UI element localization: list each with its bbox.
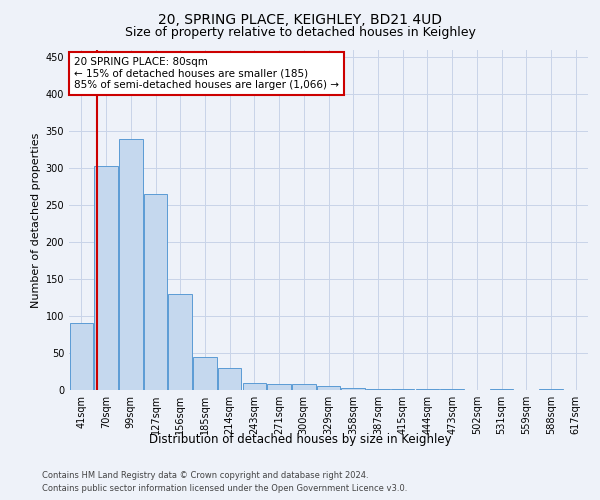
Bar	[218, 368, 241, 390]
Text: 20, SPRING PLACE, KEIGHLEY, BD21 4UD: 20, SPRING PLACE, KEIGHLEY, BD21 4UD	[158, 12, 442, 26]
Text: 20 SPRING PLACE: 80sqm
← 15% of detached houses are smaller (185)
85% of semi-de: 20 SPRING PLACE: 80sqm ← 15% of detached…	[74, 57, 339, 90]
Text: Size of property relative to detached houses in Keighley: Size of property relative to detached ho…	[125, 26, 475, 39]
Bar	[292, 384, 316, 390]
Bar	[193, 356, 217, 390]
Text: Contains public sector information licensed under the Open Government Licence v3: Contains public sector information licen…	[42, 484, 407, 493]
Bar	[169, 294, 192, 390]
Bar	[242, 382, 266, 390]
Text: Distribution of detached houses by size in Keighley: Distribution of detached houses by size …	[149, 432, 451, 446]
Bar	[341, 388, 365, 390]
Bar	[119, 138, 143, 390]
Bar	[317, 386, 340, 390]
Bar	[366, 388, 389, 390]
Text: Contains HM Land Registry data © Crown copyright and database right 2024.: Contains HM Land Registry data © Crown c…	[42, 471, 368, 480]
Bar	[70, 324, 93, 390]
Bar	[268, 384, 291, 390]
Bar	[391, 388, 415, 390]
Bar	[416, 388, 439, 390]
Bar	[144, 194, 167, 390]
Bar	[94, 166, 118, 390]
Y-axis label: Number of detached properties: Number of detached properties	[31, 132, 41, 308]
